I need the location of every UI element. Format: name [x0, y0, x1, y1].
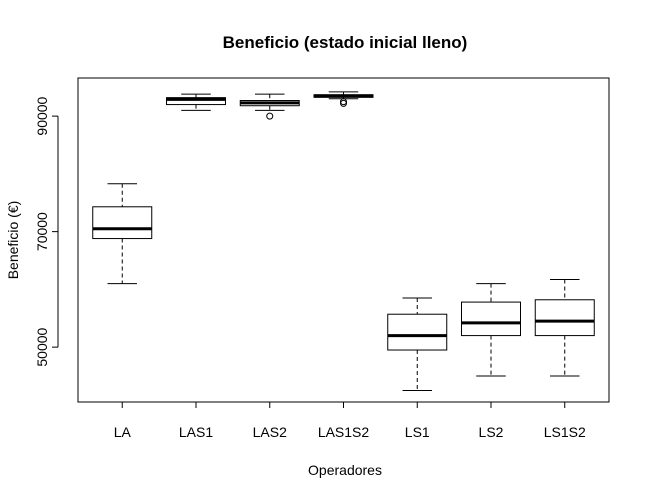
iqr-box	[92, 206, 153, 240]
x-tick-label: LS1	[405, 424, 430, 440]
y-tick-label: 70000	[34, 212, 50, 251]
box-ls2	[461, 283, 521, 377]
box-ls1s2	[534, 279, 595, 377]
x-tick-label: LA	[114, 424, 132, 440]
plot-frame	[77, 77, 610, 403]
y-axis: 50000 70000 90000	[34, 96, 59, 367]
x-tick-label: LS1S2	[544, 424, 586, 440]
box-ls1	[387, 297, 448, 391]
iqr-box	[387, 313, 448, 351]
box-las1	[166, 93, 226, 111]
y-tick-label: 50000	[34, 327, 50, 366]
outlier-point	[266, 112, 274, 120]
x-axis: LA LAS1 LAS2 LAS1S2 LS1 LS2 LS1S2	[114, 401, 586, 440]
boxes	[92, 91, 595, 391]
box-la	[92, 183, 153, 285]
iqr-box	[534, 299, 595, 337]
x-tick-label: LAS1S2	[318, 424, 370, 440]
y-tick-label: 90000	[34, 96, 50, 135]
y-axis-label: Beneficio (€)	[5, 201, 21, 280]
x-tick-label: LAS1	[179, 424, 213, 440]
chart-title: Beneficio (estado inicial lleno)	[223, 33, 468, 52]
x-tick-label: LAS2	[253, 424, 287, 440]
box-las1s2	[313, 91, 374, 107]
x-tick-label: LS2	[479, 424, 504, 440]
iqr-box	[166, 97, 226, 106]
box-las2	[239, 93, 300, 120]
x-axis-label: Operadores	[308, 462, 382, 478]
iqr-box	[461, 301, 521, 337]
outlier-point	[340, 99, 347, 107]
